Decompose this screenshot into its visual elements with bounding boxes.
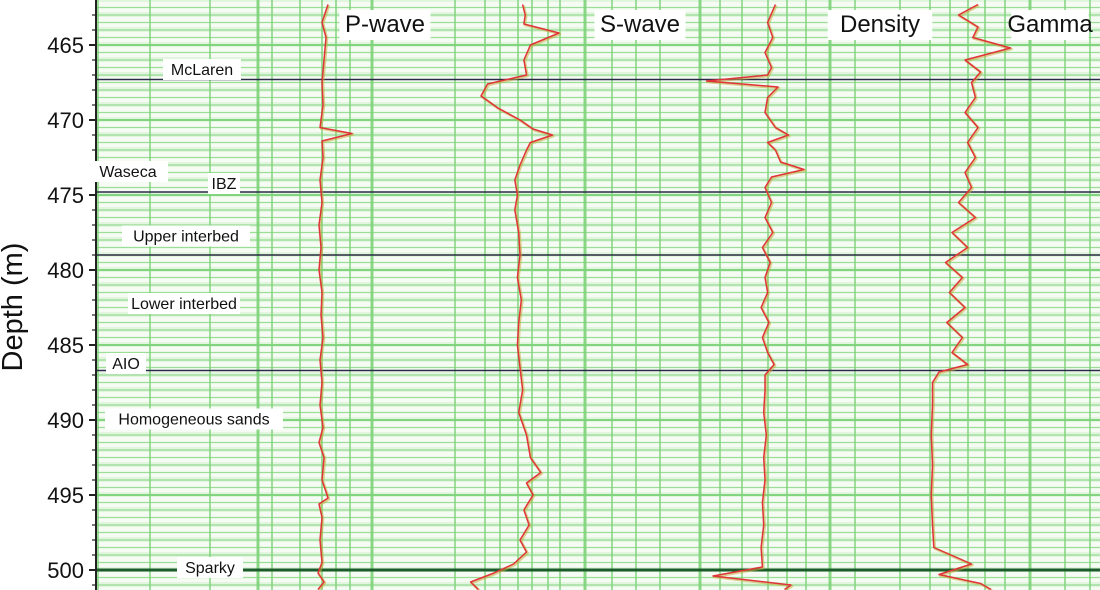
depth-tick-label: 470 [47, 108, 84, 133]
formation-label: Upper interbed [133, 229, 239, 246]
grid-band [96, 0, 1100, 2]
track-label: Density [840, 11, 920, 38]
log-trace-line [705, 4, 805, 590]
formation-label-box [208, 173, 240, 194]
depth-tick-label: 485 [47, 333, 84, 358]
grid-lines [96, 0, 1100, 590]
depth-tick-label: 480 [47, 258, 84, 283]
formation-label: Lower interbed [131, 296, 237, 313]
formation-top-lines [96, 78, 1100, 572]
track-label: S-wave [600, 11, 680, 38]
formation-label: IBZ [212, 176, 237, 193]
depth-tick-label: 500 [47, 558, 84, 583]
track-label-box [827, 10, 933, 40]
formation-label: Waseca [99, 164, 156, 181]
formation-label: McLaren [171, 62, 233, 79]
formation-label: Homogeneous sands [118, 412, 269, 429]
formation-label-box [105, 408, 283, 430]
y-axis-label: Depth (m) [0, 243, 29, 372]
formation-label: Sparky [185, 560, 235, 577]
formation-label-box [88, 161, 168, 182]
track-label-box [1011, 10, 1089, 40]
formation-label-box [177, 557, 243, 578]
depth-tick-label: 475 [47, 183, 84, 208]
track-label: Gamma [1007, 11, 1093, 38]
annotations: P-wave S-wave Density Gamma McLaren Waseca IBZ… [88, 10, 1093, 578]
log-trace-shadow [317, 5, 355, 590]
depth-tick-label: 495 [47, 483, 84, 508]
depth-axis: 465 470 475 480 485 490 495 500 Depth (m) [0, 0, 97, 590]
formation-label: AIO [112, 356, 140, 373]
depth-tick-label: 490 [47, 408, 84, 433]
formation-label-box [106, 353, 146, 374]
track-label-box [339, 10, 431, 40]
log-traces [317, 3, 1013, 590]
track-label: P-wave [345, 11, 425, 38]
log-trace-line [930, 3, 1012, 590]
formation-label-box [128, 293, 240, 314]
depth-tick-label: 465 [47, 33, 84, 58]
formation-label-box [163, 59, 241, 80]
log-trace-line [317, 4, 353, 590]
formation-label-box [122, 225, 250, 247]
track-label-box [594, 10, 686, 40]
log-trace-line [469, 4, 560, 590]
